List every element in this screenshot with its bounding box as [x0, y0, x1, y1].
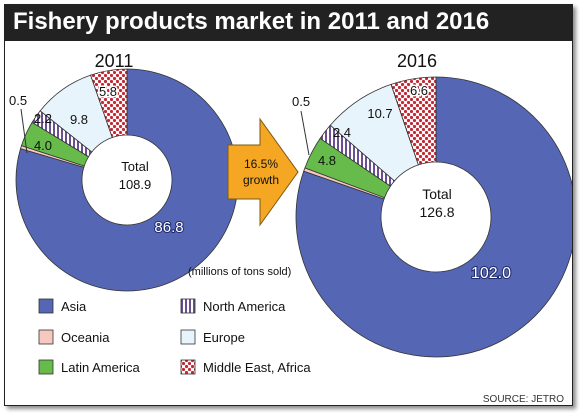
value-label-2016-asia: 102.0 — [471, 265, 511, 282]
total-value-2011: 108.9 — [119, 177, 152, 192]
legend-swatch-middle-east-africa — [180, 359, 196, 375]
leader-line-2011 — [20, 108, 28, 154]
value-label-2016-europe: 10.7 — [367, 106, 392, 121]
total-label-2011: Total — [121, 159, 149, 174]
value-label-2016-oceania: 0.5 — [292, 94, 310, 109]
growth-arrow — [227, 117, 299, 227]
total-value-2016: 126.8 — [419, 204, 454, 220]
chart-canvas: 86.8 0.5 4.0 2.2 9.8 5.8 2011 Total 108.9 102.0 0.… — [9, 51, 572, 375]
value-label-2011-oceania: 0.5 — [9, 93, 27, 108]
slice-2011-middle-east-africa — [90, 68, 128, 138]
slice-2016-asia — [295, 76, 572, 358]
legend-label-middle-east-africa: Middle East, Africa — [203, 360, 311, 375]
legend-swatch-europe — [180, 329, 196, 345]
legend-label-north-america: North America — [203, 299, 286, 314]
value-label-2016-latin-america: 4.8 — [318, 153, 336, 168]
legend-label-europe: Europe — [203, 330, 245, 345]
legend-swatch-north-america — [180, 298, 196, 314]
growth-label: growth — [243, 173, 279, 187]
chart-title: Fishery products market in 2011 and 2016 — [13, 8, 490, 35]
total-label-2016: Total — [422, 186, 452, 202]
value-label-2016-north-america: 2.4 — [333, 125, 351, 140]
value-label-2011-asia: 86.8 — [154, 219, 183, 236]
legend-swatch-asia — [38, 298, 54, 314]
growth-value: 16.5% — [244, 157, 278, 171]
units-note: (millions of tons sold) — [188, 266, 291, 278]
year-label-2016: 2016 — [397, 51, 437, 71]
title-bar: Fishery products market in 2011 and 2016 — [5, 5, 572, 41]
value-label-2011-latin-america: 4.0 — [34, 138, 52, 153]
legend-swatch-oceania — [38, 329, 54, 345]
legend-label-oceania: Oceania — [61, 330, 110, 345]
slice-2016-middle-east-africa — [390, 76, 437, 166]
source-note: SOURCE: JETRO — [478, 394, 564, 405]
value-label-2011-europe: 9.8 — [70, 112, 88, 127]
value-label-2011-middle-east-africa: 5.8 — [99, 84, 117, 99]
year-label-2011: 2011 — [95, 51, 134, 71]
legend-swatch-latin-america — [38, 359, 54, 375]
leader-line-2016 — [300, 110, 310, 156]
legend-label-latin-america: Latin America — [61, 360, 141, 375]
value-label-2016-middle-east-africa: 6.6 — [410, 83, 428, 98]
value-label-2011-north-america: 2.2 — [34, 111, 52, 126]
legend-label-asia: Asia — [61, 299, 87, 314]
infographic-frame: Fishery products market in 2011 and 2016… — [4, 4, 573, 406]
